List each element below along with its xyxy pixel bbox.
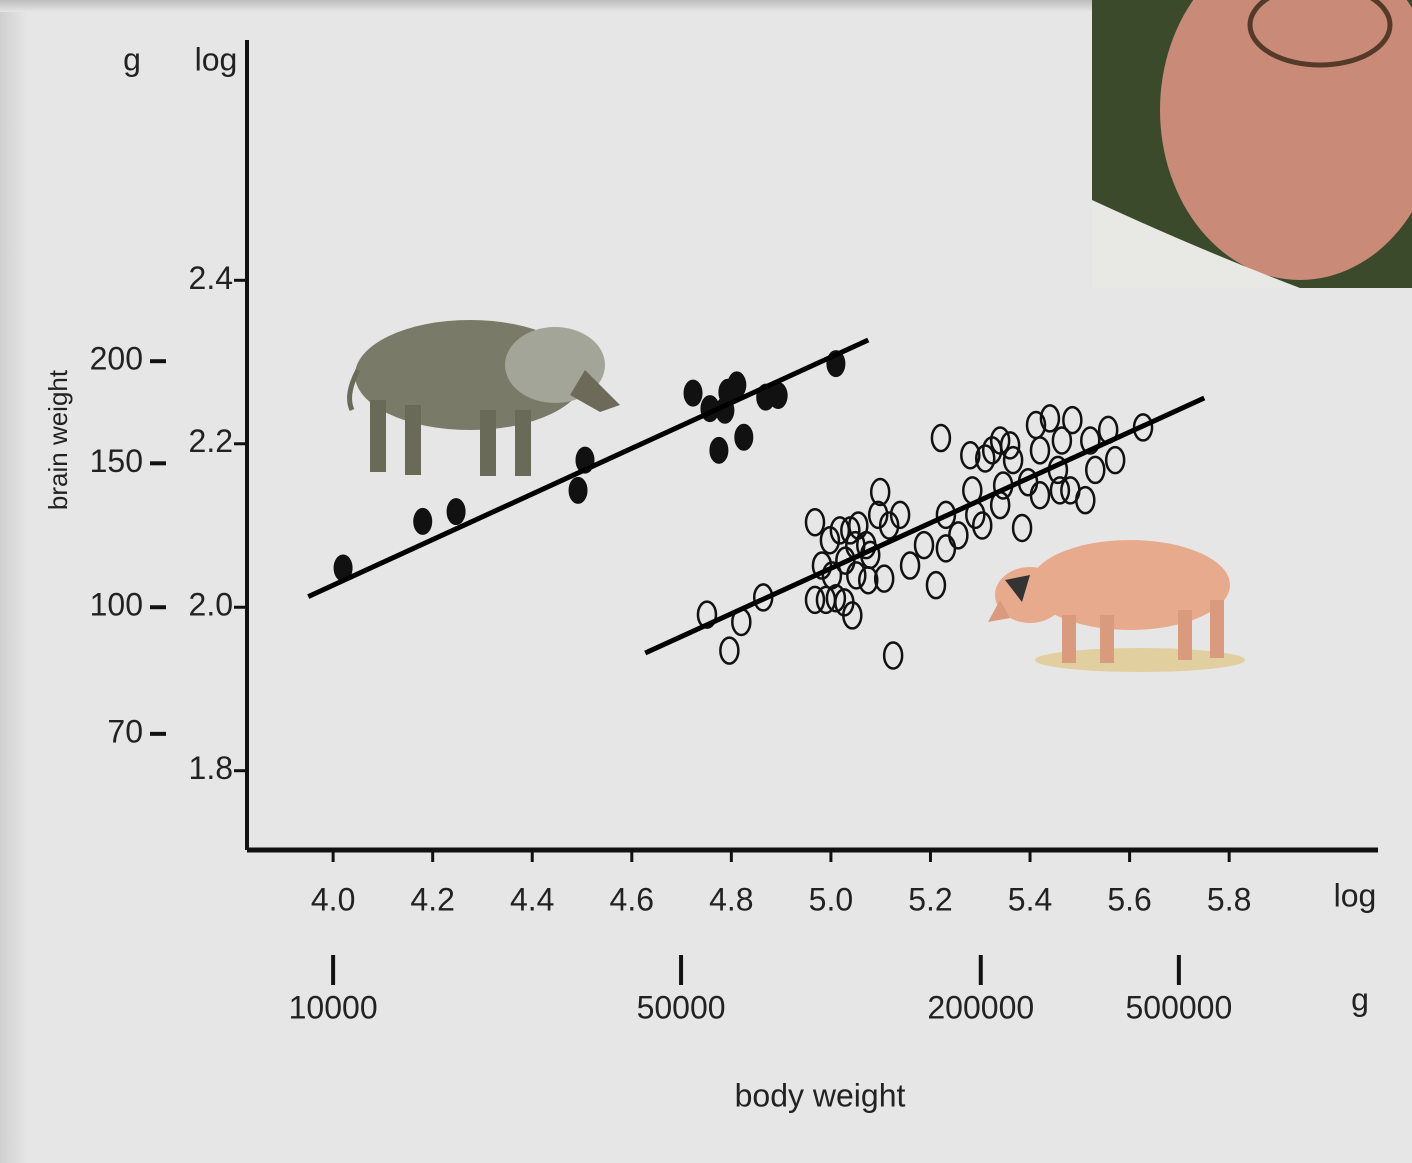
x-tick-label: 4.4 [510, 881, 554, 917]
x2-tick-label: 500000 [1125, 989, 1232, 1025]
filled-point [447, 499, 465, 525]
x-tick-label: 4.0 [311, 881, 355, 917]
x-tick-label: 5.6 [1107, 881, 1151, 917]
x2-tick-label: 10000 [289, 989, 378, 1025]
x-tick-label: 5.4 [1008, 881, 1052, 917]
x-tick-label: 4.6 [610, 881, 654, 917]
x-tick-label: 5.8 [1207, 881, 1251, 917]
x-tick-label: 4.8 [709, 881, 753, 917]
y-axis-title: brain weight [43, 369, 73, 510]
page: body weight brain weight log g log g 1.8… [0, 0, 1412, 1163]
x-axis-title: body weight [735, 1077, 906, 1113]
y-tick-label: 2.4 [189, 260, 233, 296]
x-scale-label: log [1334, 877, 1377, 913]
y2-tick-label: 150 [90, 443, 143, 479]
y-scale-label: log [195, 41, 238, 77]
y2-tick-label: 100 [90, 587, 143, 623]
x2-tick-label: 50000 [637, 989, 726, 1025]
y-tick-label: 2.2 [189, 423, 233, 459]
filled-point [569, 477, 587, 503]
filled-point [710, 437, 728, 463]
portrait-photo [1092, 0, 1412, 288]
y2-tick-label: 200 [90, 341, 143, 377]
y2-tick-label: 70 [107, 713, 143, 749]
x2-tick-label: 200000 [927, 989, 1034, 1025]
left-edge [0, 0, 28, 1163]
x-tick-label: 4.2 [410, 881, 454, 917]
filled-point [684, 380, 702, 406]
chart: body weight brain weight log g log g 1.8… [0, 0, 1412, 1163]
filled-point [414, 508, 432, 534]
filled-point [728, 372, 746, 398]
y-tick-label: 1.8 [189, 750, 233, 786]
x-tick-label: 5.2 [908, 881, 952, 917]
x-tick-label: 5.0 [809, 881, 853, 917]
y-tick-label: 2.0 [189, 587, 233, 623]
filled-point [735, 424, 753, 450]
y2-unit-label: g [123, 41, 141, 77]
x2-unit-label: g [1351, 981, 1369, 1017]
